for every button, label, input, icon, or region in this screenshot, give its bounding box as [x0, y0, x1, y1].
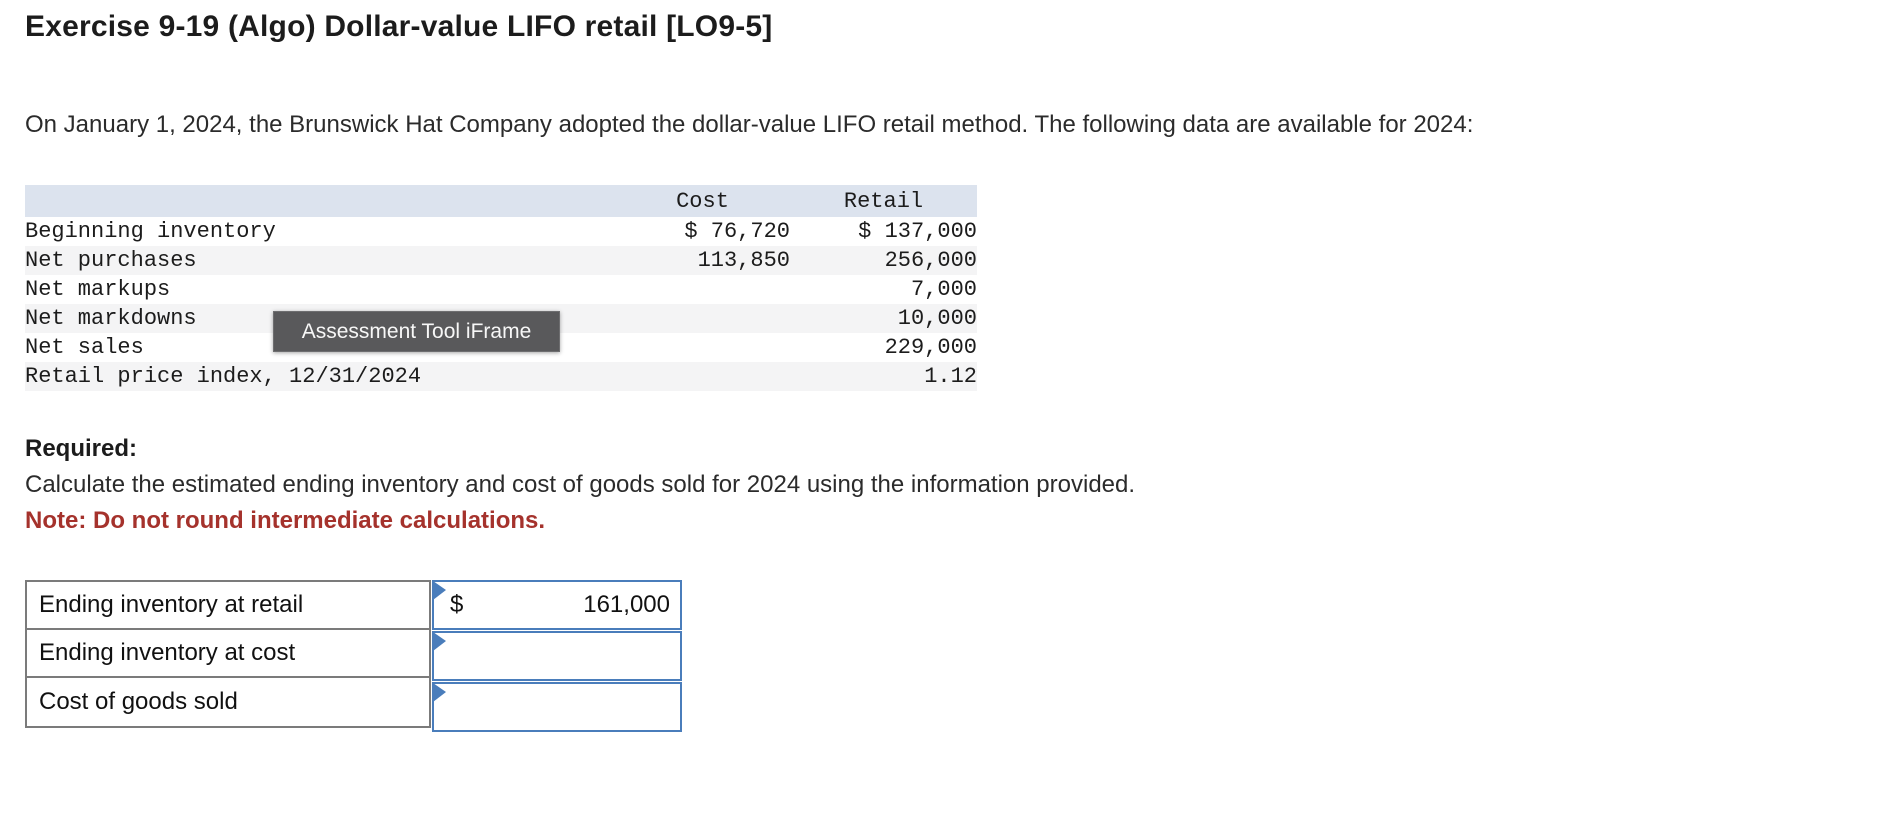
- answer-inputs-column: $ 161,000: [432, 580, 682, 733]
- row-cost-value: [615, 275, 790, 304]
- row-label: Beginning inventory: [25, 219, 276, 244]
- answer-labels-column: Ending inventory at retail Ending invent…: [25, 580, 431, 728]
- cost-of-goods-sold-input[interactable]: [432, 682, 682, 732]
- row-cost-value: [615, 304, 790, 333]
- input-value: 161,000: [583, 591, 670, 618]
- ending-inventory-cost-input[interactable]: [432, 631, 682, 681]
- assessment-tool-iframe-tooltip: Assessment Tool iFrame: [273, 311, 560, 352]
- table-row: Net sales 229,000: [25, 333, 977, 362]
- row-retail-value: 7,000: [910, 277, 977, 302]
- table-row: Beginning inventory $ 76,720 $ 137,000: [25, 217, 977, 246]
- row-cost-value: [615, 362, 790, 391]
- ending-inventory-retail-input[interactable]: $ 161,000: [432, 580, 682, 630]
- row-label: Net markups: [25, 277, 171, 302]
- row-retail-value: 1.12: [924, 364, 977, 389]
- required-section: Required: Calculate the estimated ending…: [25, 431, 1884, 539]
- intro-paragraph: On January 1, 2024, the Brunswick Hat Co…: [25, 111, 1474, 138]
- row-label: Retail price index, 12/31/2024: [25, 364, 422, 389]
- column-header-retail: Retail: [843, 188, 924, 214]
- row-retail-value: $ 137,000: [858, 219, 977, 244]
- answer-row-label: Cost of goods sold: [27, 678, 429, 726]
- row-retail-value: 229,000: [884, 335, 977, 360]
- table-row: Net purchases 113,850 256,000: [25, 246, 977, 275]
- row-label: Net markdowns: [25, 306, 197, 331]
- table-row: Retail price index, 12/31/2024 1.12: [25, 362, 977, 391]
- inventory-data-table: Cost Retail Beginning inventory $ 76,720…: [25, 185, 977, 391]
- row-cost-value: 113,850: [697, 248, 790, 273]
- answer-row-label: Ending inventory at retail: [27, 582, 429, 630]
- table-row: Net markups 7,000: [25, 275, 977, 304]
- row-label: Net purchases: [25, 248, 197, 273]
- row-cost-value: [615, 333, 790, 362]
- column-header-cost: Cost: [676, 188, 729, 214]
- row-retail-value: 10,000: [897, 306, 977, 331]
- row-label: Net sales: [25, 335, 144, 360]
- required-note: Note: Do not round intermediate calculat…: [25, 507, 546, 534]
- answer-row-label: Ending inventory at cost: [27, 630, 429, 678]
- table-header-row: Cost Retail: [25, 185, 977, 217]
- input-marker-icon: [433, 632, 446, 651]
- row-cost-value: $ 76,720: [684, 219, 790, 244]
- currency-prefix: $: [450, 591, 464, 618]
- answer-table: Ending inventory at retail Ending invent…: [25, 580, 1884, 733]
- required-heading: Required:: [25, 435, 138, 462]
- required-instruction: Calculate the estimated ending inventory…: [25, 471, 1136, 498]
- row-retail-value: 256,000: [884, 248, 977, 273]
- input-marker-icon: [433, 683, 446, 702]
- input-marker-icon: [433, 581, 446, 600]
- column-header-blank: [25, 185, 615, 217]
- page-title: Exercise 9-19 (Algo) Dollar-value LIFO r…: [25, 10, 773, 43]
